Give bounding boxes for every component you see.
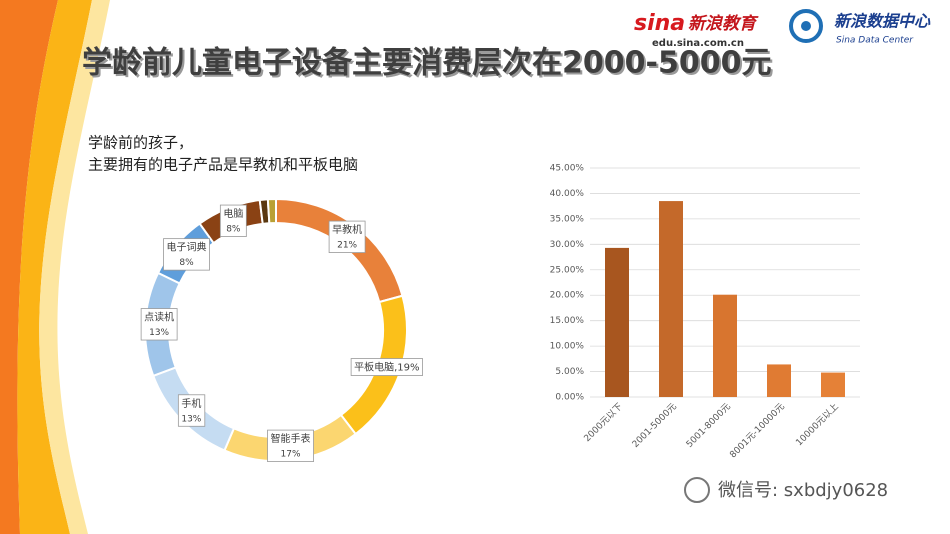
data-logo: [789, 9, 823, 43]
y-tick-label: 40.00%: [550, 189, 585, 199]
x-tick-label: 10000元以上: [794, 401, 841, 448]
category-label: 电脑: [223, 207, 243, 220]
data-label: 点读机 13%: [140, 308, 178, 341]
decor-yellow: [17, 0, 92, 534]
category-label: 点读机: [144, 311, 174, 324]
value-label: 8%: [179, 258, 194, 268]
data-label: 智能手表 17%: [267, 429, 314, 462]
title: 学龄前儿童电子设备主要消费层次在2000-5000元: [82, 46, 771, 81]
watermark: 微信号: sxbdjy0628: [718, 480, 888, 501]
sina-name: 新浪教育: [688, 14, 759, 34]
category-label: 手机: [181, 397, 201, 410]
label-box: [219, 204, 247, 237]
sina-brand: sina: [634, 11, 685, 36]
label-box: [350, 358, 423, 376]
data-label: 电脑 8%: [219, 204, 247, 237]
value-label: ,19%: [394, 363, 419, 374]
bar: [713, 294, 737, 397]
decor-light: [39, 0, 110, 534]
subtitle: 主要拥有的电子产品是早教机和平板电脑: [88, 156, 358, 174]
y-tick-label: 0.00%: [555, 393, 584, 403]
y-tick-label: 5.00%: [555, 367, 584, 377]
label-box: [328, 220, 366, 253]
title-shadow: 学龄前儿童电子设备主要消费层次在2000-5000元: [84, 48, 773, 83]
category-label: 早教机: [332, 223, 362, 236]
bar: [767, 364, 791, 397]
y-tick-label: 35.00%: [550, 214, 585, 224]
category-label: 平板电脑: [354, 361, 394, 374]
x-tick-label: 8001元-10000元: [728, 402, 787, 461]
label-box: [177, 394, 206, 427]
bar: [659, 201, 683, 397]
wechat-icon: [684, 477, 710, 503]
data-name: 新浪数据中心: [834, 12, 931, 31]
y-tick-label: 25.00%: [550, 265, 585, 275]
y-tick-label: 45.00%: [550, 164, 585, 174]
value-label: 21%: [337, 241, 357, 251]
decor-orange: [0, 0, 58, 534]
value-label: 17%: [281, 450, 301, 460]
y-tick-label: 15.00%: [550, 316, 585, 326]
x-tick-label: 2000元以下: [583, 402, 625, 444]
category-label: 电子词典: [167, 241, 207, 254]
data-label: 电子词典 8%: [163, 238, 210, 271]
sina-url: edu.sina.com.cn: [652, 38, 744, 49]
data-label: 早教机 21%: [328, 220, 366, 253]
x-tick-label: 2001-5000元: [631, 402, 679, 450]
label-box: [267, 429, 314, 462]
category-label: 智能手表: [271, 432, 311, 445]
value-label: 8%: [226, 225, 241, 235]
subtitle: 学龄前的孩子，: [88, 134, 193, 152]
label-text: 平板电脑,19%: [354, 361, 419, 374]
bar: [605, 247, 629, 397]
data-logo: [801, 21, 811, 31]
y-tick-label: 20.00%: [550, 291, 585, 301]
data-label: 平板电脑,19%: [350, 358, 423, 376]
pie-slice: [266, 197, 277, 225]
x-tick-label: 5001-8000元: [685, 402, 733, 450]
y-tick-label: 10.00%: [550, 342, 585, 352]
label-box: [163, 238, 210, 271]
y-tick-label: 30.00%: [550, 240, 585, 250]
bar: [821, 372, 845, 397]
label-box: [140, 308, 178, 341]
data-en: Sina Data Center: [836, 36, 914, 46]
value-label: 13%: [181, 414, 201, 424]
value-label: 13%: [149, 328, 169, 338]
data-label: 手机 13%: [177, 394, 206, 427]
